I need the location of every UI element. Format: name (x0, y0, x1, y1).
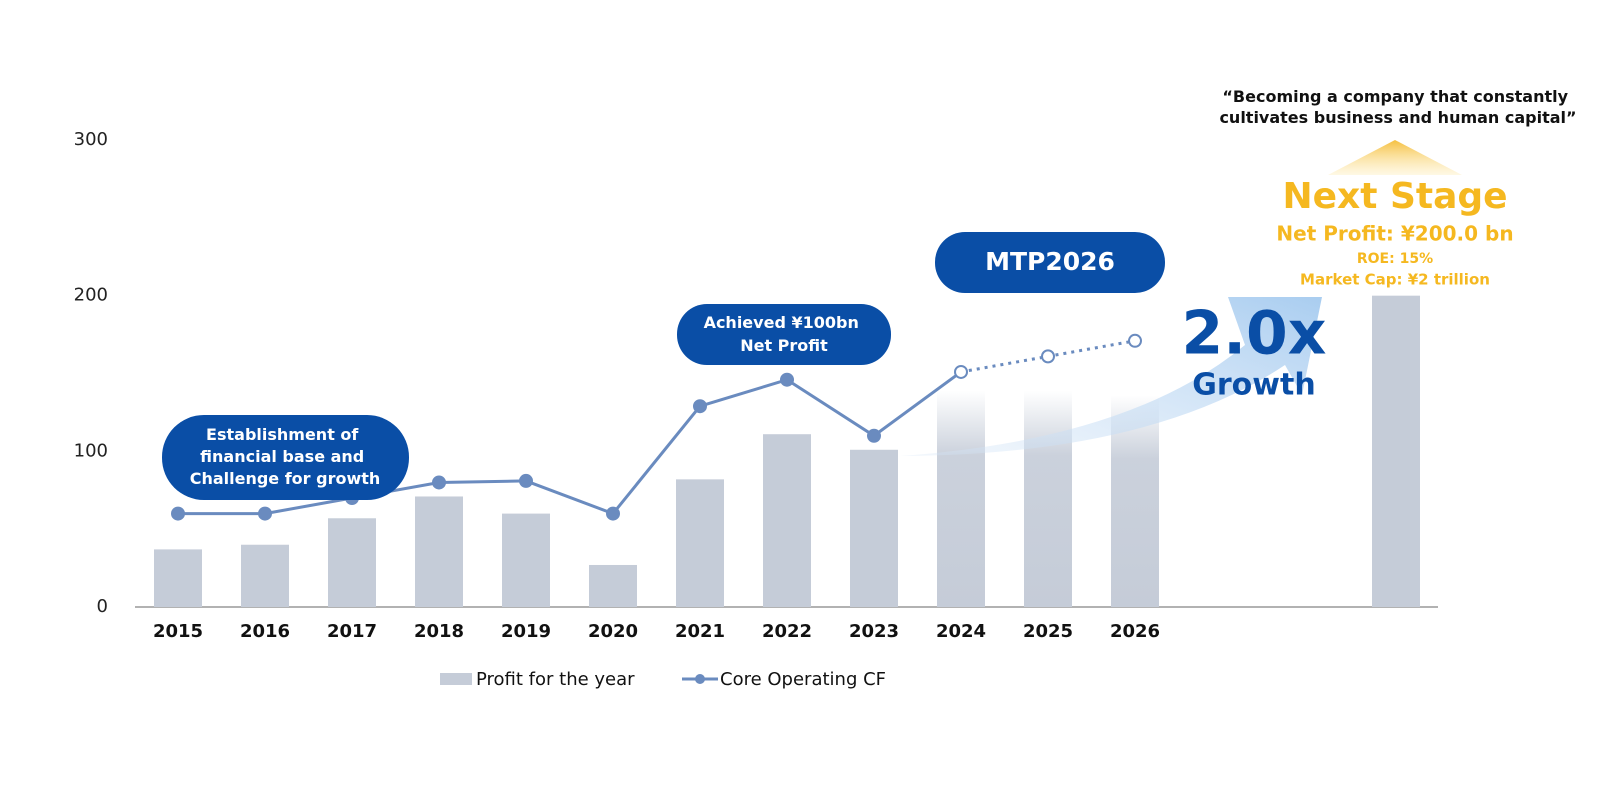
bar (850, 449, 898, 607)
line-marker (519, 473, 533, 488)
bubble-text: Establishment of financial base and Chal… (190, 425, 381, 488)
bar (502, 513, 550, 607)
bar (415, 496, 463, 607)
line-marker (171, 506, 185, 521)
x-tick-label: 2026 (1110, 621, 1160, 642)
bubble-text: Achieved ¥100bn Net Profit (704, 313, 865, 355)
line: Net Profit (740, 336, 828, 355)
line-marker (606, 506, 620, 521)
bubble-phase2: Achieved ¥100bn Net Profit (677, 304, 891, 365)
line-marker (1041, 349, 1055, 364)
line: Establishment of (206, 425, 359, 444)
y-tick-label: 200 (74, 285, 108, 306)
next-stage-arrow (1328, 140, 1462, 175)
next-stage-detail: ROE: 15% (1357, 251, 1433, 267)
next-stage-detail: Net Profit: ¥200.0 bn (1276, 222, 1513, 246)
legend-swatch (440, 673, 472, 685)
bar (241, 544, 289, 607)
line: cultivates business and human capital” (1219, 108, 1576, 127)
line-marker (954, 364, 968, 379)
legend-label: Core Operating CF (720, 669, 886, 690)
y-tick-label: 300 (74, 129, 108, 150)
bar (589, 564, 637, 607)
x-tick-label: 2023 (849, 621, 899, 642)
bar (937, 390, 985, 607)
bar (763, 434, 811, 607)
line: Achieved ¥100bn (704, 313, 859, 332)
bar (1024, 390, 1072, 607)
x-tick-label: 2018 (414, 621, 464, 642)
line-marker (258, 506, 272, 521)
legend: Profit for the year Core Operating CF (440, 669, 886, 690)
growth-arrow (900, 297, 1322, 456)
bar (1372, 295, 1420, 607)
x-tick-label: 2024 (936, 621, 986, 642)
x-tick-label: 2019 (501, 621, 551, 642)
y-tick-label: 0 (97, 596, 108, 617)
line-marker (780, 372, 794, 387)
bar (154, 549, 202, 607)
next-stage-detail: Market Cap: ¥2 trillion (1300, 271, 1490, 289)
line: “Becoming a company that constantly (1222, 87, 1568, 106)
quote: “Becoming a company that constantly cult… (1219, 87, 1576, 127)
bubble (677, 304, 891, 365)
line-marker (1128, 333, 1142, 348)
line-marker (693, 399, 707, 414)
line: financial base and (200, 447, 364, 466)
mtp-bubble (935, 232, 1165, 293)
x-tick-label: 2021 (675, 621, 725, 642)
y-tick-label: 100 (74, 440, 108, 461)
legend-swatch (695, 674, 705, 684)
x-tick-label: 2020 (588, 621, 638, 642)
growth-word: Growth (1192, 368, 1315, 403)
x-tick-label: 2022 (762, 621, 812, 642)
bubble-phase1: Establishment of financial base and Chal… (162, 415, 409, 500)
line-actual (178, 370, 962, 516)
next-stage: Next Stage (1282, 176, 1507, 217)
x-tick-label: 2016 (240, 621, 290, 642)
line: Challenge for growth (190, 469, 381, 488)
legend-label: Profit for the year (476, 669, 635, 690)
line-marker (432, 475, 446, 490)
x-tick-label: 2025 (1023, 621, 1073, 642)
bar (676, 479, 724, 607)
growth-multiple: 2.0x (1182, 299, 1327, 369)
x-tick-label: 2017 (327, 621, 377, 642)
bubble (162, 415, 409, 500)
x-tick-label: 2015 (153, 621, 203, 642)
plot-area: 0 100 200 300 2015 2016 2017 2018 2019 2020 2021 20… (74, 129, 1438, 642)
bar (328, 518, 376, 607)
mtp-label: MTP2026 (985, 247, 1115, 276)
line-marker (867, 428, 881, 443)
